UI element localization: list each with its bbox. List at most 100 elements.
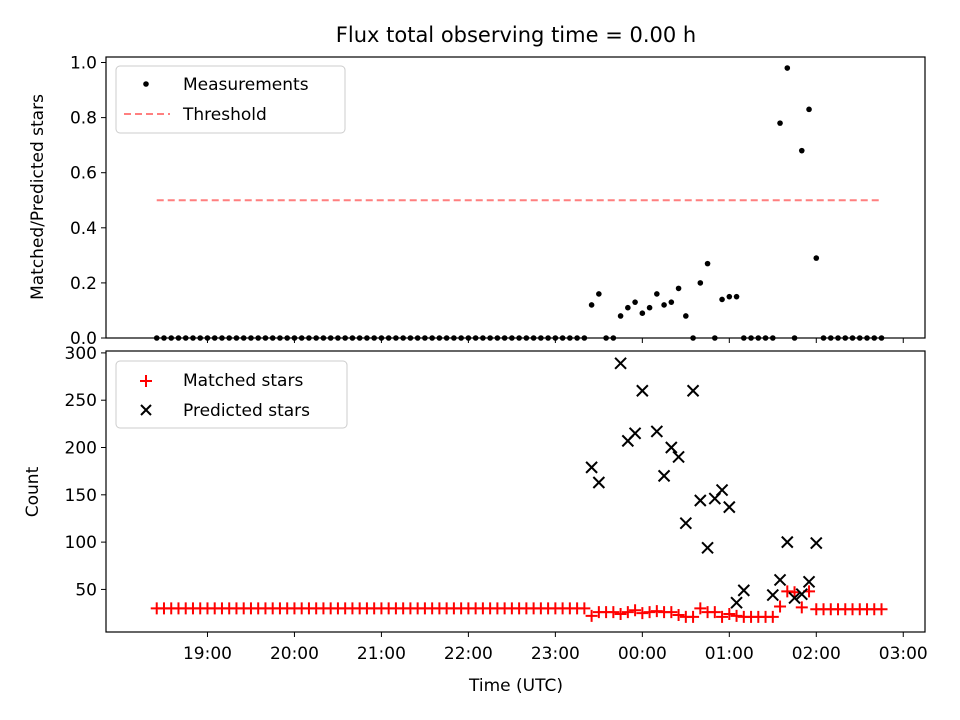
predicted-star-point xyxy=(781,535,794,549)
top-y-axis-label: Matched/Predicted stars xyxy=(28,94,48,300)
predicted-star-point xyxy=(723,500,736,514)
top-y-tick-label: 1.0 xyxy=(70,54,97,74)
measurement-point xyxy=(675,285,682,292)
legend-measurements-label: Measurements xyxy=(183,75,309,95)
bottom-x-tick-label: 02:00 xyxy=(792,644,841,664)
bottom-x-tick-label: 19:00 xyxy=(183,644,232,664)
bottom-y-tick-label: 100 xyxy=(65,533,97,553)
x-axis-label: Time (UTC) xyxy=(468,676,563,696)
bottom-legend-box xyxy=(115,360,348,429)
matched-star-point xyxy=(672,608,685,621)
matched-star-point xyxy=(723,608,736,621)
bottom-y-tick-label: 200 xyxy=(65,439,97,459)
matched-star-point xyxy=(607,606,620,619)
measurement-point xyxy=(683,313,689,319)
matched-star-point xyxy=(795,601,808,614)
top-x-axis xyxy=(206,338,904,343)
predicted-star-point xyxy=(636,384,649,397)
predicted-star-point xyxy=(788,591,801,605)
predicted-star-point xyxy=(715,483,729,497)
bottom-y-tick-label: 50 xyxy=(75,580,97,600)
matched-star-point xyxy=(665,606,678,619)
matched-star-point xyxy=(694,602,707,615)
matched-star-point xyxy=(578,602,591,615)
measurement-point xyxy=(646,304,653,311)
predicted-star-point xyxy=(614,357,627,370)
bottom-panel: 50 100 150 200 250 300 19:00 20:00 21:00 22:00 23… xyxy=(23,344,928,696)
bottom-y-axis-label: Count xyxy=(23,466,43,517)
matched-star-point xyxy=(687,610,700,623)
predicted-star-point xyxy=(628,427,642,440)
measurement-point xyxy=(704,260,711,267)
bottom-y-axis: 50 100 150 200 250 300 xyxy=(65,344,106,600)
bottom-x-tick-label: 01:00 xyxy=(705,644,754,664)
top-y-tick-label: 0.6 xyxy=(70,164,97,184)
measurement-point xyxy=(668,299,675,305)
legend-threshold-label: Threshold xyxy=(182,105,267,125)
predicted-star-point xyxy=(686,384,700,397)
predicted-star-point xyxy=(657,469,671,483)
predicted-star-point xyxy=(701,541,714,555)
matched-star-point xyxy=(614,608,627,621)
measurement-point xyxy=(654,291,660,297)
top-y-tick-label: 0.4 xyxy=(70,219,97,239)
predicted-star-point xyxy=(665,441,678,454)
bottom-y-tick-label: 250 xyxy=(65,391,97,411)
legend-matched-label: Matched stars xyxy=(183,371,303,391)
matched-star-point xyxy=(716,610,729,623)
bottom-axes-frame xyxy=(105,350,926,633)
measurement-point xyxy=(813,255,820,261)
measurement-point xyxy=(617,313,624,319)
measurement-point xyxy=(639,310,646,317)
measurement-point xyxy=(733,293,740,300)
matched-star-point xyxy=(875,603,888,616)
top-axes-frame xyxy=(105,56,926,339)
matched-star-point xyxy=(766,610,779,623)
predicted-star-point xyxy=(672,450,685,464)
legend-predicted-label: Predicted stars xyxy=(183,401,310,421)
measurement-point xyxy=(588,302,595,308)
top-y-tick-label: 0.0 xyxy=(70,329,97,349)
bottom-x-tick-label: 23:00 xyxy=(531,644,580,664)
measurement-point xyxy=(596,291,602,297)
top-plot-marks xyxy=(153,65,885,341)
predicted-star-point xyxy=(795,587,808,601)
predicted-star-point xyxy=(585,461,598,474)
measurement-point xyxy=(806,106,812,113)
figure-title: Flux total observing time = 0.00 h xyxy=(336,23,696,47)
bottom-x-axis: 19:00 20:00 21:00 22:00 23:00 00:00 01:00 02:00… xyxy=(183,632,928,664)
bottom-x-tick-label: 00:00 xyxy=(618,644,667,664)
legend-predicted-marker xyxy=(140,404,152,416)
bottom-x-tick-label: 21:00 xyxy=(357,644,406,664)
matched-star-point xyxy=(708,606,721,619)
top-panel: 0.0 0.2 0.4 0.6 0.8 1.0 Matched/Predicted sta… xyxy=(28,54,926,349)
measurement-point xyxy=(697,280,704,286)
measurement-point xyxy=(719,296,725,303)
predicted-star-point xyxy=(650,425,664,438)
bottom-legend: Matched stars Predicted stars xyxy=(115,360,348,429)
bottom-x-tick-label: 20:00 xyxy=(270,644,319,664)
legend-measurements-marker xyxy=(143,81,149,87)
top-legend: Measurements Threshold xyxy=(115,65,346,134)
predicted-star-point xyxy=(679,516,693,530)
measurement-point xyxy=(625,304,631,311)
predicted-star-point xyxy=(766,588,780,602)
measurement-point xyxy=(777,120,783,126)
matched-star-point xyxy=(629,604,642,617)
predicted-star-point xyxy=(730,596,743,609)
predicted-star-point xyxy=(810,536,823,550)
measurement-point xyxy=(632,299,638,305)
legend-matched-marker xyxy=(140,375,152,387)
matched-star-point xyxy=(774,600,787,613)
matched-star-point xyxy=(585,609,598,622)
top-y-tick-label: 0.2 xyxy=(70,274,97,294)
predicted-star-point xyxy=(737,584,751,597)
predicted-star-point xyxy=(592,476,606,489)
predicted-star-point xyxy=(773,573,787,587)
bottom-y-tick-label: 300 xyxy=(65,344,97,364)
predicted-star-point xyxy=(802,575,816,589)
top-y-axis: 0.0 0.2 0.4 0.6 0.8 1.0 xyxy=(70,54,106,349)
top-legend-box xyxy=(115,65,346,134)
measurement-point xyxy=(726,293,733,300)
